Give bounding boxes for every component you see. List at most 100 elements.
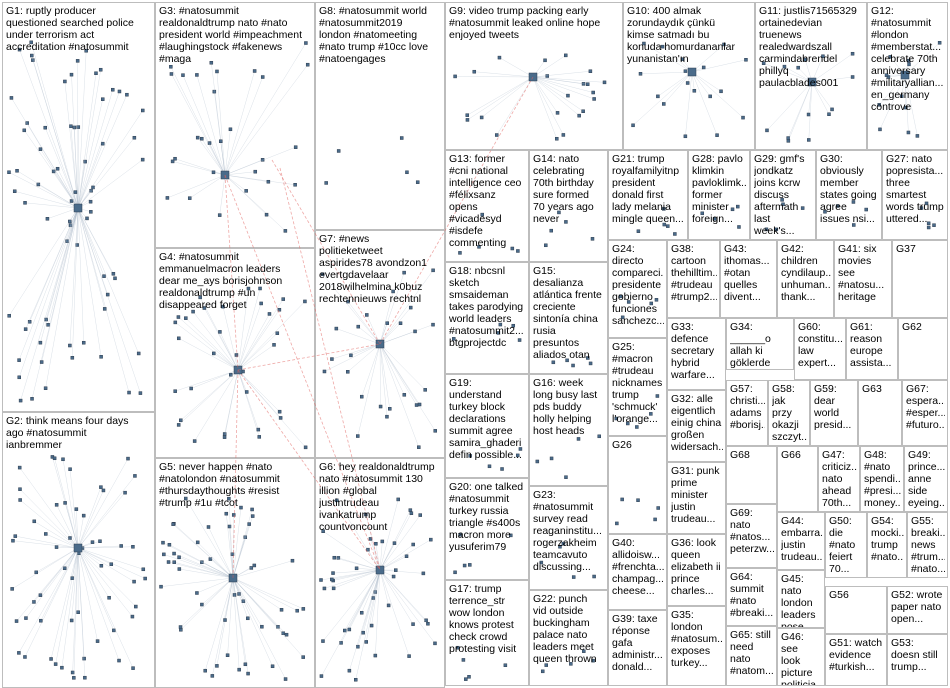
cluster-label: G28: pavlo klimkin pavloklimk... former … xyxy=(692,153,747,225)
cluster-label: G32: alle eigentlich einig china großen … xyxy=(671,393,723,453)
cluster-g32: G32: alle eigentlich einig china großen … xyxy=(667,390,726,462)
cluster-label: G21: trump royalfamilyitnp president don… xyxy=(612,153,684,225)
cluster-g36: G36: look queen elizabeth ii prince char… xyxy=(667,534,726,606)
cluster-label: G39: taxe réponse gafa administr... dona… xyxy=(612,613,663,673)
cluster-g40: G40: allidoisw... #frenchta... champag..… xyxy=(608,534,667,610)
cluster-label: G59: dear world presid... xyxy=(814,383,852,431)
cluster-g23: G23: #natosummit survey read reaganinsti… xyxy=(529,486,608,590)
cluster-label: G1: ruptly producer questioned searched … xyxy=(6,5,134,53)
cluster-g31: G31: punk prime minister justin trudeau.… xyxy=(667,462,726,534)
cluster-label: G57: christi... adams #borisj... xyxy=(730,383,765,431)
cluster-label: G58: jak przy okazji szczyt... xyxy=(772,383,807,443)
cluster-g61: G61: reason europe assista... xyxy=(846,318,898,380)
cluster-label: G34: ______o allah ki göklerde ve... xyxy=(730,321,771,369)
cluster-g10: G10: 400 almak zorundaydık çünkü kimse s… xyxy=(623,2,755,150)
cluster-g24: G24: directo compareci... presidente gob… xyxy=(608,240,667,338)
cluster-g65: G65: still need nato #natom... xyxy=(726,626,777,686)
cluster-g44: G44: embarra... justin trudeau... xyxy=(777,512,825,570)
cluster-label: G2: think means four days ago #natosummi… xyxy=(6,415,129,451)
cluster-label: G18: nbcsnl sketch smsaideman takes paro… xyxy=(449,265,524,349)
cluster-g64: G64: summit #nato #breaki... xyxy=(726,568,777,626)
cluster-g46: G46: see look picture politicia... xyxy=(777,628,825,686)
cluster-g56: G56 xyxy=(825,586,887,634)
cluster-g59: G59: dear world presid... xyxy=(810,380,858,446)
cluster-label: G43: ithomas... #otan quelles divent... xyxy=(724,243,770,303)
cluster-label: G65: still need nato #natom... xyxy=(730,629,774,677)
cluster-g37: G37 xyxy=(892,240,948,318)
cluster-g41: G41: six movies see #natosu... heritage xyxy=(834,240,892,318)
cluster-label: G11: justlis71565329 ortainedevian truen… xyxy=(759,5,857,89)
cluster-label: G22: punch vid outside buckingham palace… xyxy=(533,593,597,665)
cluster-label: G60: constitu... law expert... xyxy=(798,321,843,369)
cluster-g34: G34: ______o allah ki göklerde ve... xyxy=(726,318,794,370)
cluster-g51: G51: watch evidence #turkish... xyxy=(825,634,887,686)
cluster-g27: G27: nato popresista... three smartest w… xyxy=(882,150,948,240)
cluster-g55: G55: breaki... news #trum... #nato... xyxy=(907,512,948,578)
cluster-g33: G33: defence secretary hybrid warfare... xyxy=(667,318,726,390)
cluster-label: G44: embarra... justin trudeau... xyxy=(781,515,822,563)
cluster-g15: G15: desalianza atlántica frente crecien… xyxy=(529,262,608,374)
cluster-label: G7: #news politieketweet aspirides78 avo… xyxy=(319,233,427,305)
cluster-g47: G47: criticiz... nato ahead 70th... xyxy=(818,446,860,512)
cluster-label: G47: criticiz... nato ahead 70th... xyxy=(822,449,857,509)
cluster-g25: G25: #macron #trudeau nicknames trump 's… xyxy=(608,338,667,436)
cluster-label: G66 xyxy=(781,449,801,461)
cluster-label: G5: never happen #nato #natolondon #nato… xyxy=(159,461,280,509)
cluster-g53: G53: doesn still trump... xyxy=(887,634,948,686)
cluster-g66: G66 xyxy=(777,446,818,512)
cluster-label: G26 xyxy=(612,439,632,451)
cluster-label: G8: #natosummit world #natosummit2019 lo… xyxy=(319,5,429,65)
cluster-label: G15: desalianza atlántica frente crecien… xyxy=(533,265,602,361)
cluster-g50: G50: die #nato feiert 70... xyxy=(825,512,867,578)
cluster-g22: G22: punch vid outside buckingham palace… xyxy=(529,590,608,686)
cluster-label: G41: six movies see #natosu... heritage xyxy=(838,243,885,303)
cluster-label: G35: london #natosum... exposes turkey..… xyxy=(671,609,723,669)
cluster-label: G38: cartoon thehilltim... #trudeau #tru… xyxy=(671,243,717,303)
cluster-label: G40: allidoisw... #frenchta... champag..… xyxy=(612,537,664,597)
cluster-label: G6: hey realdonaldtrump nato #natosummit… xyxy=(319,461,435,533)
cluster-label: G69: nato #natos... peterzw... xyxy=(730,507,774,555)
cluster-g13: G13: former #cni national intelligence c… xyxy=(445,150,529,262)
cluster-label: G23: #natosummit survey read reaganinsti… xyxy=(533,489,602,573)
cluster-label: G31: punk prime minister justin trudeau.… xyxy=(671,465,720,525)
cluster-label: G29: gmf's jondkatz joins kcrw discuss a… xyxy=(754,153,805,237)
cluster-g63: G63 xyxy=(858,380,902,446)
cluster-g1: G1: ruptly producer questioned searched … xyxy=(2,2,155,412)
cluster-g7: G7: #news politieketweet aspirides78 avo… xyxy=(315,230,445,458)
cluster-label: G45: nato london leaders pose... xyxy=(781,573,816,628)
cluster-g29: G29: gmf's jondkatz joins kcrw discuss a… xyxy=(750,150,816,240)
cluster-label: G17: trump terrence_str wow london knows… xyxy=(449,583,517,655)
cluster-label: G4: #natosummit emmanuelmacron leaders d… xyxy=(159,251,283,311)
cluster-label: G37 xyxy=(896,243,916,255)
cluster-g62: G62 xyxy=(898,318,948,380)
cluster-label: G52: wrote paper nato open... xyxy=(891,589,943,625)
cluster-label: G25: #macron #trudeau nicknames trump 's… xyxy=(612,341,663,425)
cluster-label: G64: summit #nato #breaki... xyxy=(730,571,774,619)
cluster-label: G30: obviously member states going agree… xyxy=(820,153,877,225)
cluster-g58: G58: jak przy okazji szczyt... xyxy=(768,380,810,446)
cluster-g16: G16: week long busy last pds buddy holly… xyxy=(529,374,608,486)
cluster-label: G9: video trump packing early #natosummi… xyxy=(449,5,601,41)
cluster-g17: G17: trump terrence_str wow london knows… xyxy=(445,580,529,686)
cluster-g54: G54: mocki... trump #nato... xyxy=(867,512,907,578)
cluster-label: G36: look queen elizabeth ii prince char… xyxy=(671,537,721,597)
cluster-g68: G68 xyxy=(726,446,777,504)
cluster-g2: G2: think means four days ago #natosummi… xyxy=(2,412,155,688)
cluster-g30: G30: obviously member states going agree… xyxy=(816,150,882,240)
cluster-g49: G49: prince... anne side eyeing... xyxy=(904,446,948,512)
cluster-g28: G28: pavlo klimkin pavloklimk... former … xyxy=(688,150,750,240)
cluster-g39: G39: taxe réponse gafa administr... dona… xyxy=(608,610,667,686)
cluster-label: G33: defence secretary hybrid warfare... xyxy=(671,321,715,381)
cluster-g43: G43: ithomas... #otan quelles divent... xyxy=(720,240,777,318)
cluster-label: G12: #natosummit #london #memberstat... … xyxy=(871,5,944,113)
cluster-label: G16: week long busy last pds buddy holly… xyxy=(533,377,598,437)
cluster-g3: G3: #natosummit realdonaldtrump nato #na… xyxy=(155,2,315,248)
cluster-g18: G18: nbcsnl sketch smsaideman takes paro… xyxy=(445,262,529,374)
cluster-g57: G57: christi... adams #borisj... xyxy=(726,380,768,446)
cluster-g4: G4: #natosummit emmanuelmacron leaders d… xyxy=(155,248,315,458)
cluster-g20: G20: one talked #natosummit turkey russi… xyxy=(445,478,529,580)
cluster-g21: G21: trump royalfamilyitnp president don… xyxy=(608,150,688,240)
cluster-g60: G60: constitu... law expert... xyxy=(794,318,846,380)
cluster-g48: G48: #nato spendi... #presi... money... xyxy=(860,446,904,512)
